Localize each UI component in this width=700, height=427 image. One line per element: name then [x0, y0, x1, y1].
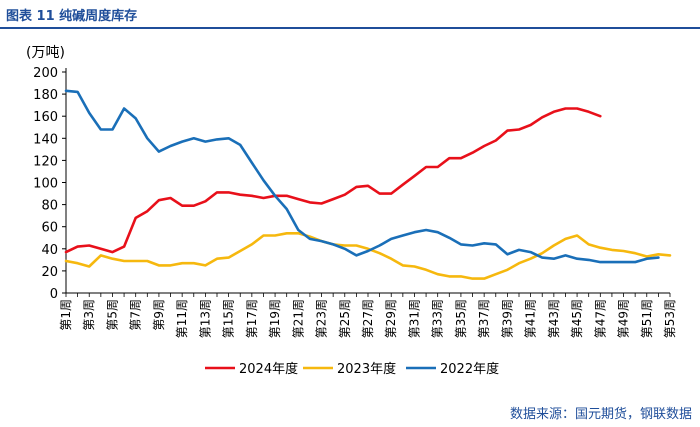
title-rule	[0, 27, 700, 29]
y-tick-label: 60	[41, 221, 58, 236]
y-tick-label: 0	[50, 287, 58, 302]
x-tick-label: 第9周	[152, 299, 166, 331]
x-tick-label: 第45周	[570, 299, 584, 338]
legend-label-2023年度: 2023年度	[337, 361, 396, 377]
x-tick-label: 第23周	[315, 299, 329, 338]
x-tick-label: 第29周	[384, 299, 398, 338]
y-axis-unit-label: (万吨)	[26, 45, 65, 61]
legend-label-2022年度: 2022年度	[440, 361, 499, 377]
x-tick-label: 第3周	[82, 299, 96, 331]
series-lines	[64, 89, 672, 280]
y-tick-label: 120	[33, 154, 58, 169]
x-tick-label: 第25周	[338, 299, 352, 338]
y-tick-label: 180	[33, 88, 58, 103]
x-tick-label: 第5周	[105, 299, 119, 331]
y-tick-label: 100	[33, 177, 58, 192]
x-axis-ticks: 第1周 第3周 第5周 第7周 第9周 第11周 第13周 第15周 第17周 第19周 第21周第…	[59, 293, 677, 338]
x-tick-label: 第31周	[407, 299, 421, 338]
series-line-2022年度	[64, 89, 660, 264]
x-tick-label: 第53周	[663, 299, 677, 338]
x-tick-label: 第43周	[547, 299, 561, 338]
figure-title: 图表 11 纯碱周度库存	[6, 9, 138, 24]
x-tick-label: 第49周	[617, 299, 631, 338]
x-tick-label: 第41周	[524, 299, 538, 338]
legend: 2024年度 2023年度 2022年度	[205, 361, 499, 377]
x-tick-label: 第13周	[198, 299, 212, 338]
series-line-2023年度	[64, 232, 672, 280]
series-line-2024年度	[64, 107, 602, 254]
legend-label-2024年度: 2024年度	[239, 361, 298, 377]
x-tick-label: 第11周	[175, 299, 189, 338]
x-tick-label: 第47周	[593, 299, 607, 338]
y-tick-label: 140	[33, 132, 58, 147]
y-tick-label: 40	[41, 243, 58, 258]
x-tick-label: 第39周	[500, 299, 514, 338]
x-tick-label: 第15周	[222, 299, 236, 338]
x-tick-label: 第51周	[640, 299, 654, 338]
x-tick-label: 第1周	[59, 299, 73, 331]
y-tick-label: 160	[33, 110, 58, 125]
x-tick-label: 第7周	[129, 299, 143, 331]
y-axis-ticks: 0 20 40 60 80 100 120 140 160 180 200	[33, 66, 66, 302]
x-tick-label: 第35周	[454, 299, 468, 338]
x-tick-label: 第21周	[291, 299, 305, 338]
data-source-note: 数据来源：国元期货，钢联数据	[509, 407, 692, 422]
x-tick-label: 第17周	[245, 299, 259, 338]
y-tick-label: 200	[33, 66, 58, 81]
x-tick-label: 第27周	[361, 299, 375, 338]
y-tick-label: 80	[41, 199, 58, 214]
x-tick-label: 第33周	[431, 299, 445, 338]
y-tick-label: 20	[41, 265, 58, 280]
x-tick-label: 第37周	[477, 299, 491, 338]
x-tick-label: 第19周	[268, 299, 282, 338]
